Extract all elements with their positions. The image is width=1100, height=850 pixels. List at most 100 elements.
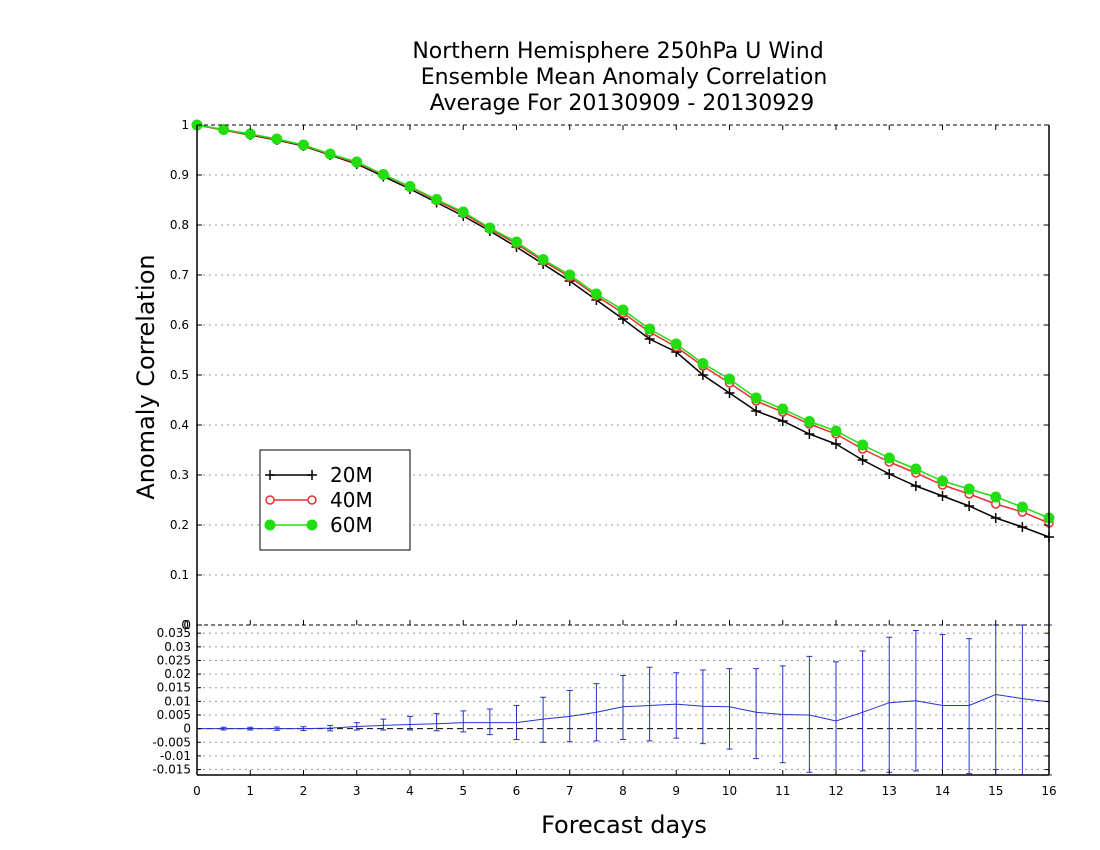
point-plus	[777, 416, 788, 426]
point-filled-circle	[511, 236, 522, 248]
x-tick-label: 16	[1041, 784, 1056, 798]
point-filled-circle	[963, 483, 975, 495]
tick-labels: 00.10.20.30.40.50.60.70.80.91-0.015-0.01…	[152, 118, 1056, 798]
x-tick-label: 5	[459, 784, 467, 798]
point-filled-circle	[1016, 501, 1028, 513]
legend-label: 40M	[330, 488, 373, 512]
point-plus	[857, 455, 868, 465]
legend-entry-60M: 60M	[264, 513, 373, 537]
x-tick-label: 9	[672, 784, 680, 798]
legend-entry-40M: 40M	[265, 488, 373, 512]
point-filled-circle	[324, 148, 336, 160]
point-filled-circle	[431, 194, 443, 205]
legend-label: 60M	[330, 513, 373, 537]
point-filled-circle	[937, 475, 948, 487]
point-filled-circle	[777, 403, 789, 415]
point-plus	[724, 388, 735, 398]
x-tick-label: 2	[300, 784, 308, 798]
point-filled-circle	[590, 288, 602, 300]
point-filled-circle	[404, 181, 416, 192]
top-panel-grid	[197, 174, 1049, 576]
title-line-3: Average For 20130909 - 20130929	[430, 91, 815, 116]
point-plus	[964, 501, 975, 511]
point-filled-circle	[697, 358, 709, 369]
y-tick-label: 0.2	[170, 518, 189, 532]
point-filled-circle	[271, 133, 283, 145]
y-tick-label: 0.3	[170, 468, 189, 482]
x-tick-label: 15	[988, 784, 1003, 798]
x-tick-label: 8	[619, 784, 627, 798]
title-line-2: Ensemble Mean Anomaly Correlation	[421, 65, 828, 90]
point-filled-circle	[990, 491, 1002, 503]
point-filled-circle	[644, 323, 656, 335]
point-plus	[884, 469, 895, 479]
x-tick-label: 12	[828, 784, 843, 798]
difference-series	[197, 624, 1052, 776]
y-tick-label: 0	[183, 618, 191, 632]
point-filled-circle	[218, 124, 230, 135]
x-tick-label: 14	[935, 784, 950, 798]
x-tick-label: 6	[513, 784, 521, 798]
point-plus	[831, 439, 841, 449]
y-tick-label: 0.01	[164, 694, 191, 708]
point-filled-circle	[484, 222, 496, 234]
point-filled-circle	[306, 519, 318, 531]
y-tick-label: 0.7	[170, 268, 189, 282]
point-filled-circle	[883, 452, 895, 464]
y-tick-label: 0	[183, 722, 191, 736]
point-filled-circle	[724, 373, 735, 385]
x-axis-label: Forecast days	[541, 811, 707, 839]
point-plus	[937, 491, 948, 501]
point-filled-circle	[244, 128, 256, 140]
point-filled-circle	[803, 416, 815, 427]
chart-title: Northern Hemisphere 250hPa U Wind Ensemb…	[412, 39, 827, 116]
point-plus	[697, 370, 708, 380]
y-tick-label: 0	[181, 618, 189, 632]
point-filled-circle	[351, 156, 363, 168]
title-line-1: Northern Hemisphere 250hPa U Wind	[412, 39, 823, 64]
point-plus	[990, 513, 1001, 523]
y-tick-label: 0.4	[170, 418, 189, 432]
correlation-series	[191, 119, 1055, 542]
point-open-circle	[307, 495, 317, 505]
y-tick-label: -0.015	[152, 763, 191, 777]
point-filled-circle	[617, 304, 629, 316]
y-tick-label: 1	[181, 118, 189, 132]
y-tick-label: 0.03	[164, 640, 191, 654]
x-tick-label: 11	[775, 784, 790, 798]
point-plus	[1017, 522, 1028, 532]
x-tick-label: 0	[193, 784, 201, 798]
point-plus	[265, 470, 275, 480]
x-tick-label: 13	[882, 784, 897, 798]
y-tick-label: 0.5	[170, 368, 189, 382]
y-tick-label: 0.025	[157, 653, 191, 667]
point-filled-circle	[457, 206, 469, 218]
x-tick-label: 4	[406, 784, 414, 798]
point-filled-circle	[857, 439, 869, 451]
point-plus	[307, 470, 317, 480]
legend-label: 20M	[330, 463, 373, 487]
point-filled-circle	[298, 139, 309, 151]
point-filled-circle	[264, 519, 276, 531]
point-open-circle	[265, 495, 275, 505]
y-axis-label: Anomaly Correlation	[132, 254, 160, 499]
point-filled-circle	[564, 269, 576, 281]
y-tick-label: 0.9	[170, 168, 189, 182]
difference-polyline	[197, 693, 1050, 730]
y-tick-label: 0.005	[157, 708, 191, 722]
point-plus	[751, 406, 762, 416]
axes	[196, 124, 1050, 776]
point-plus	[910, 481, 921, 491]
difference-line	[197, 624, 1052, 776]
point-filled-circle	[537, 254, 549, 265]
x-tick-label: 1	[246, 784, 254, 798]
y-tick-label: 0.02	[164, 667, 191, 681]
x-tick-label: 7	[566, 784, 574, 798]
y-tick-label: 0.1	[170, 568, 189, 582]
y-tick-label: -0.01	[160, 749, 191, 763]
y-tick-label: 0.6	[170, 318, 189, 332]
y-tick-label: 0.035	[157, 626, 191, 640]
